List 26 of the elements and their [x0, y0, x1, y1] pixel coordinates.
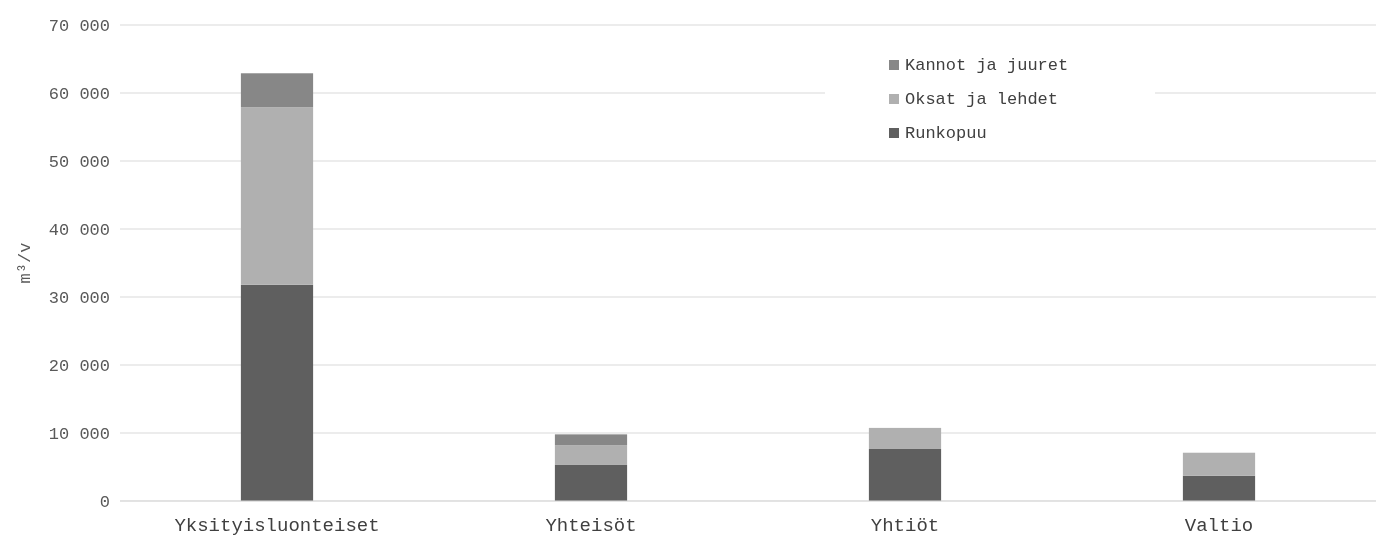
bar [868, 427, 942, 449]
y-tick-label: 0 [99, 492, 110, 512]
y-axis-title: m³/v [16, 242, 35, 284]
y-tick-label: 60 000 [48, 84, 110, 104]
y-tick-label: 70 000 [48, 16, 110, 36]
y-tick-label: 30 000 [48, 288, 110, 308]
y-tick-label: 50 000 [48, 152, 110, 172]
x-tick-label: Yhteisöt [545, 515, 637, 537]
legend-label: Oksat ja lehdet [905, 90, 1059, 109]
bar [554, 445, 628, 465]
y-tick-label: 10 000 [48, 424, 110, 444]
x-tick-label: Yhtiöt [870, 515, 940, 537]
bar [240, 73, 314, 108]
bar [1182, 452, 1256, 476]
legend-label: Kannot ja juuret [905, 56, 1069, 75]
bar [240, 107, 314, 285]
bar [868, 448, 942, 501]
legend-label: Runkopuu [905, 124, 987, 143]
x-tick-label: Yksityisluonteiset [174, 515, 380, 537]
x-tick-label: Valtio [1184, 515, 1254, 537]
bar [554, 464, 628, 501]
bar [554, 434, 628, 446]
y-tick-label: 20 000 [48, 356, 110, 376]
y-tick-label: 40 000 [48, 220, 110, 240]
bar [240, 284, 314, 501]
bar [1182, 475, 1256, 501]
